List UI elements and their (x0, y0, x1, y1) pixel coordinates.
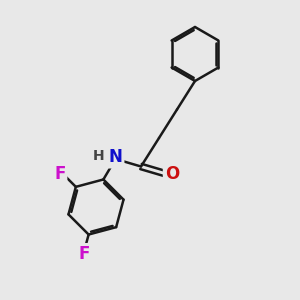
Text: F: F (78, 245, 89, 263)
Text: F: F (54, 165, 65, 183)
Text: H: H (92, 149, 104, 163)
Text: O: O (165, 165, 179, 183)
Text: N: N (109, 148, 122, 166)
